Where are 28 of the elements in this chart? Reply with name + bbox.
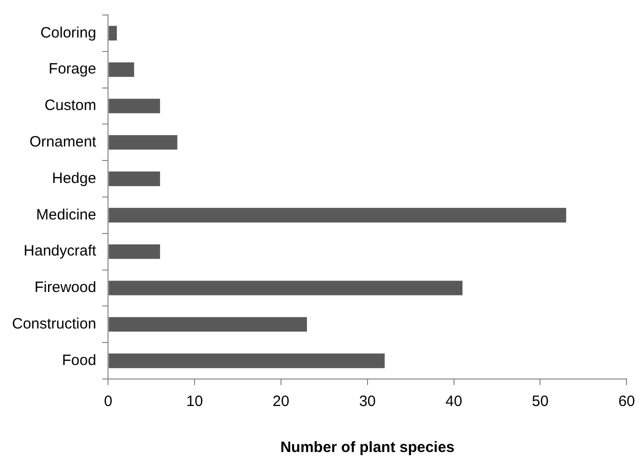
bar xyxy=(108,135,178,150)
bar xyxy=(108,354,385,368)
x-tick-label: 0 xyxy=(104,393,112,410)
bar xyxy=(108,208,566,222)
y-tick-label: Hedge xyxy=(52,170,96,187)
bar xyxy=(108,244,160,259)
bar xyxy=(108,280,462,296)
y-tick-label: Firewood xyxy=(34,279,96,296)
x-tick-label: 40 xyxy=(445,393,462,410)
x-tick-label: 30 xyxy=(359,393,376,410)
y-tick-label: Handycraft xyxy=(24,242,98,260)
x-axis-title: Number of plant species xyxy=(280,439,455,456)
y-tick-label: Forage xyxy=(48,60,96,78)
y-tick-label: Food xyxy=(62,352,96,369)
x-tick-label: 60 xyxy=(618,393,635,410)
bar xyxy=(108,62,134,77)
y-tick-label: Coloring xyxy=(40,24,96,42)
y-tick-label: Construction xyxy=(12,316,96,333)
bar xyxy=(108,317,307,332)
y-tick-label: Custom xyxy=(44,97,96,114)
bar xyxy=(108,26,117,40)
bar xyxy=(108,98,160,114)
bar xyxy=(108,172,160,186)
y-tick-label: Ornament xyxy=(30,134,98,151)
y-tick-label: Medicine xyxy=(36,206,96,224)
x-tick-label: 50 xyxy=(532,393,549,410)
x-tick-label: 10 xyxy=(186,393,203,410)
x-tick-label: 20 xyxy=(272,393,290,410)
